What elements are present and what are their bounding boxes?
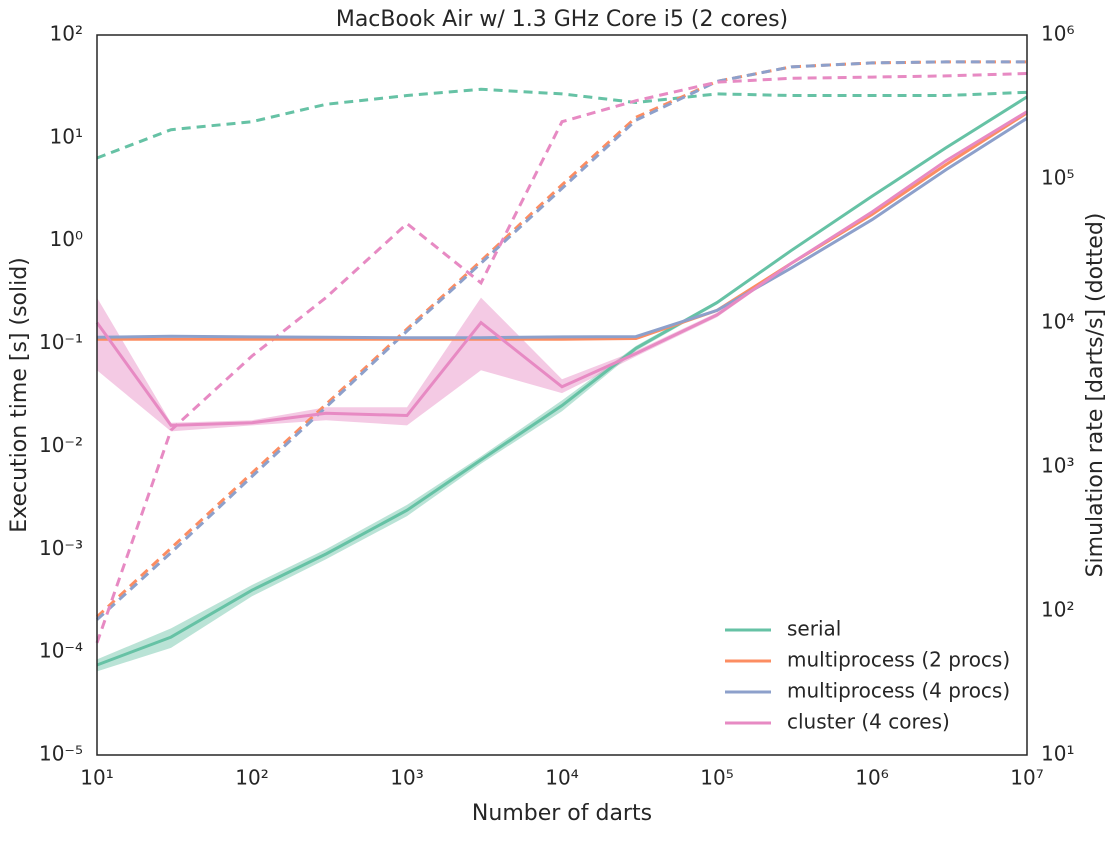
y-tick-label: 10⁻¹ xyxy=(39,330,83,354)
error-band xyxy=(97,110,1027,432)
rate-line xyxy=(95,72,1028,644)
legend-label: multiprocess (4 procs) xyxy=(787,679,1010,703)
chart-title: MacBook Air w/ 1.3 GHz Core i5 (2 cores) xyxy=(336,7,788,32)
legend-label: cluster (4 cores) xyxy=(787,710,950,734)
y2-tick-label: 10⁵ xyxy=(1041,166,1074,190)
x-tick-label: 10³ xyxy=(390,766,423,790)
x-tick-label: 10⁴ xyxy=(545,766,578,790)
y2-tick-label: 10¹ xyxy=(1041,742,1074,766)
x-tick-label: 10⁷ xyxy=(1010,766,1043,790)
y-axis-label: Execution time [s] (solid) xyxy=(7,257,32,533)
time-line xyxy=(96,117,1028,340)
x-tick-label: 10⁶ xyxy=(855,766,888,790)
legend-label: serial xyxy=(787,617,841,641)
time-line xyxy=(97,111,1028,341)
y2-tick-label: 10⁶ xyxy=(1041,22,1074,46)
rate-line xyxy=(95,60,1027,621)
y-tick-label: 10⁻² xyxy=(39,433,83,457)
y2-tick-label: 10³ xyxy=(1041,454,1074,478)
time-line xyxy=(95,110,1028,427)
y2-tick-label: 10⁴ xyxy=(1041,310,1074,334)
y2-axis-label: Simulation rate [darts/s] (dotted) xyxy=(1083,213,1108,578)
y-tick-label: 10⁻⁴ xyxy=(39,639,83,663)
x-tick-label: 10⁵ xyxy=(700,766,733,790)
x-axis-label: Number of darts xyxy=(472,801,652,826)
y-tick-label: 10⁻⁵ xyxy=(39,742,83,766)
y-tick-label: 10¹ xyxy=(50,124,83,148)
x-tick-label: 10¹ xyxy=(80,766,113,790)
y2-tick-label: 10² xyxy=(1041,598,1074,622)
y-tick-label: 10⁻³ xyxy=(39,536,83,560)
y-tick-label: 10² xyxy=(50,22,83,46)
rate-line xyxy=(96,87,1028,160)
legend-label: multiprocess (2 procs) xyxy=(787,648,1010,672)
x-tick-label: 10² xyxy=(235,766,268,790)
y-tick-label: 10⁰ xyxy=(50,227,83,251)
plot-frame xyxy=(96,34,1028,756)
time-line xyxy=(96,95,1028,667)
